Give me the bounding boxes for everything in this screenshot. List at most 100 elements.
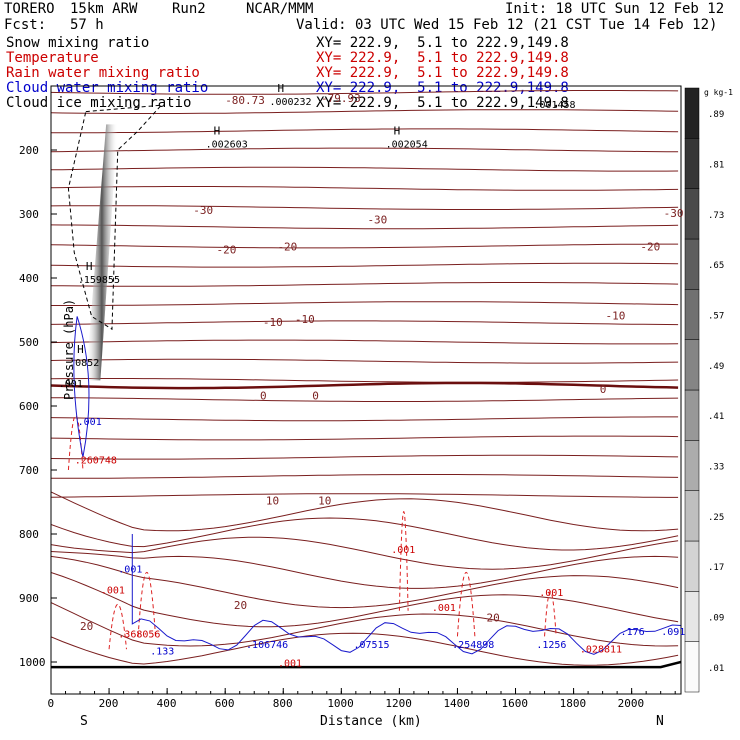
max-value-label: .002603 — [206, 139, 248, 150]
temperature-label: -20 — [277, 240, 297, 253]
contour-value-label: .001 — [78, 417, 102, 428]
x-tick-label: 1800 — [560, 697, 587, 710]
max-value-label: .002054 — [386, 139, 428, 150]
field-xy-snow: XY= 222.9, 5.1 to 222.9,149.8 — [316, 35, 569, 51]
max-label: H — [86, 260, 93, 273]
temperature-label: -10 — [606, 310, 626, 323]
temperature-label: -10 — [263, 316, 283, 329]
scale-label: .73 — [708, 211, 724, 221]
contour-value-label: .028811 — [580, 644, 622, 655]
y-tick-label: 200 — [19, 144, 39, 157]
x-tick-label: 1000 — [327, 697, 354, 710]
model-org: NCAR/MMM — [246, 1, 314, 17]
contour-value-label: .001458 — [533, 100, 575, 111]
endpoint-left: S — [80, 714, 88, 729]
scale-swatch — [684, 540, 700, 592]
scale-label: .49 — [708, 362, 724, 372]
contour-value-label: .001 — [118, 564, 142, 575]
snow-band — [85, 124, 118, 381]
cloud-water-contour — [131, 533, 681, 655]
init-time: Init: 18 UTC Sun 12 Feb 12 — [505, 1, 725, 17]
contour-value-label: .254898 — [452, 640, 494, 651]
scale-label: .01 — [708, 664, 724, 674]
temperature-label: 10 — [318, 495, 331, 508]
cloud-water-contour — [73, 316, 90, 458]
temperature-label: 20 — [80, 620, 93, 633]
model-name: TORERO — [4, 1, 55, 17]
temperature-label: -10 — [295, 313, 315, 326]
contour-value-label: .368056 — [118, 630, 160, 641]
contour-value-label: .0915 — [661, 627, 691, 638]
x-tick-label: 400 — [157, 697, 177, 710]
model-resolution: 15km ARW — [70, 1, 138, 17]
model-run: Run2 — [172, 1, 206, 17]
isotherm — [51, 474, 679, 479]
isotherm — [51, 205, 679, 210]
isotherm — [51, 301, 679, 306]
isotherm — [51, 435, 679, 441]
temperature-label: 0 — [260, 390, 267, 403]
isotherm — [51, 491, 679, 532]
max-label: H — [277, 82, 284, 95]
x-tick-label: 600 — [215, 697, 235, 710]
isotherm — [51, 632, 679, 666]
isotherm — [51, 536, 679, 570]
scale-label: .57 — [708, 312, 724, 322]
plot-frame — [50, 85, 682, 695]
isotherm — [51, 90, 679, 95]
scale-swatch — [684, 490, 700, 542]
x-tick-label: 800 — [273, 697, 293, 710]
isotherm — [51, 147, 679, 153]
temperature-label: -79.93 — [321, 92, 361, 105]
isotherm — [51, 602, 679, 647]
contour-value-label: .260748 — [75, 456, 117, 467]
scale-unit: g kg-1 — [704, 88, 733, 97]
x-tick-label: 200 — [99, 697, 119, 710]
y-tick-label: 700 — [19, 464, 39, 477]
isotherm — [51, 454, 679, 460]
isotherm — [51, 339, 679, 345]
scale-swatch — [684, 87, 700, 139]
scale-label: .41 — [708, 412, 724, 422]
contour-value-label: .001 — [391, 545, 415, 556]
max-label: H — [214, 124, 221, 137]
scale-swatch — [684, 188, 700, 240]
temperature-label: -30 — [664, 207, 684, 220]
isotherm — [51, 416, 679, 422]
field-xy-cloudice: XY= 222.9, 5.1 to 222.9,149.8 — [316, 95, 569, 111]
cloud-ice-contour — [67, 104, 163, 331]
x-tick-label: 1400 — [443, 697, 470, 710]
temperature-label: 0 — [600, 383, 607, 396]
scale-label: .09 — [708, 614, 724, 624]
max-value-label: .159855 — [78, 275, 120, 286]
isotherm — [51, 262, 679, 268]
y-axis-label: Pressure (hPa) — [62, 299, 76, 400]
x-tick-label: 1200 — [385, 697, 412, 710]
isotherm — [51, 186, 679, 191]
endpoint-right: N — [656, 714, 664, 729]
field-name-snow: Snow mixing ratio — [6, 35, 150, 51]
field-name-rain: Rain water mixing ratio — [6, 65, 200, 81]
temperature-label: 10 — [266, 495, 279, 508]
y-tick-label: 1000 — [19, 656, 46, 669]
rain-contour — [398, 511, 409, 611]
contour-value-label: .001 — [432, 603, 456, 614]
temperature-label: -20 — [216, 244, 236, 257]
max-value-label: .000232 — [269, 97, 311, 108]
rain-contour — [67, 415, 84, 471]
scale-swatch — [684, 641, 700, 693]
contour-value-label: .07515 — [353, 640, 389, 651]
scale-swatch — [684, 591, 700, 642]
y-tick-label: 600 — [19, 400, 39, 413]
field-xy-cloudwater: XY= 222.9, 5.1 to 222.9,149.8 — [316, 80, 569, 96]
contour-value-label: .1256 — [536, 640, 566, 651]
rain-contour — [108, 603, 127, 650]
temperature-label: 0 — [312, 390, 319, 403]
scale-label: .65 — [708, 261, 724, 271]
scale-label: .17 — [708, 563, 724, 573]
field-name-temp: Temperature — [6, 50, 99, 66]
x-tick-label: 1600 — [502, 697, 528, 710]
temperature-label: 20 — [234, 599, 247, 612]
temperature-label: -80.73 — [225, 94, 265, 107]
scale-swatch — [684, 289, 700, 340]
